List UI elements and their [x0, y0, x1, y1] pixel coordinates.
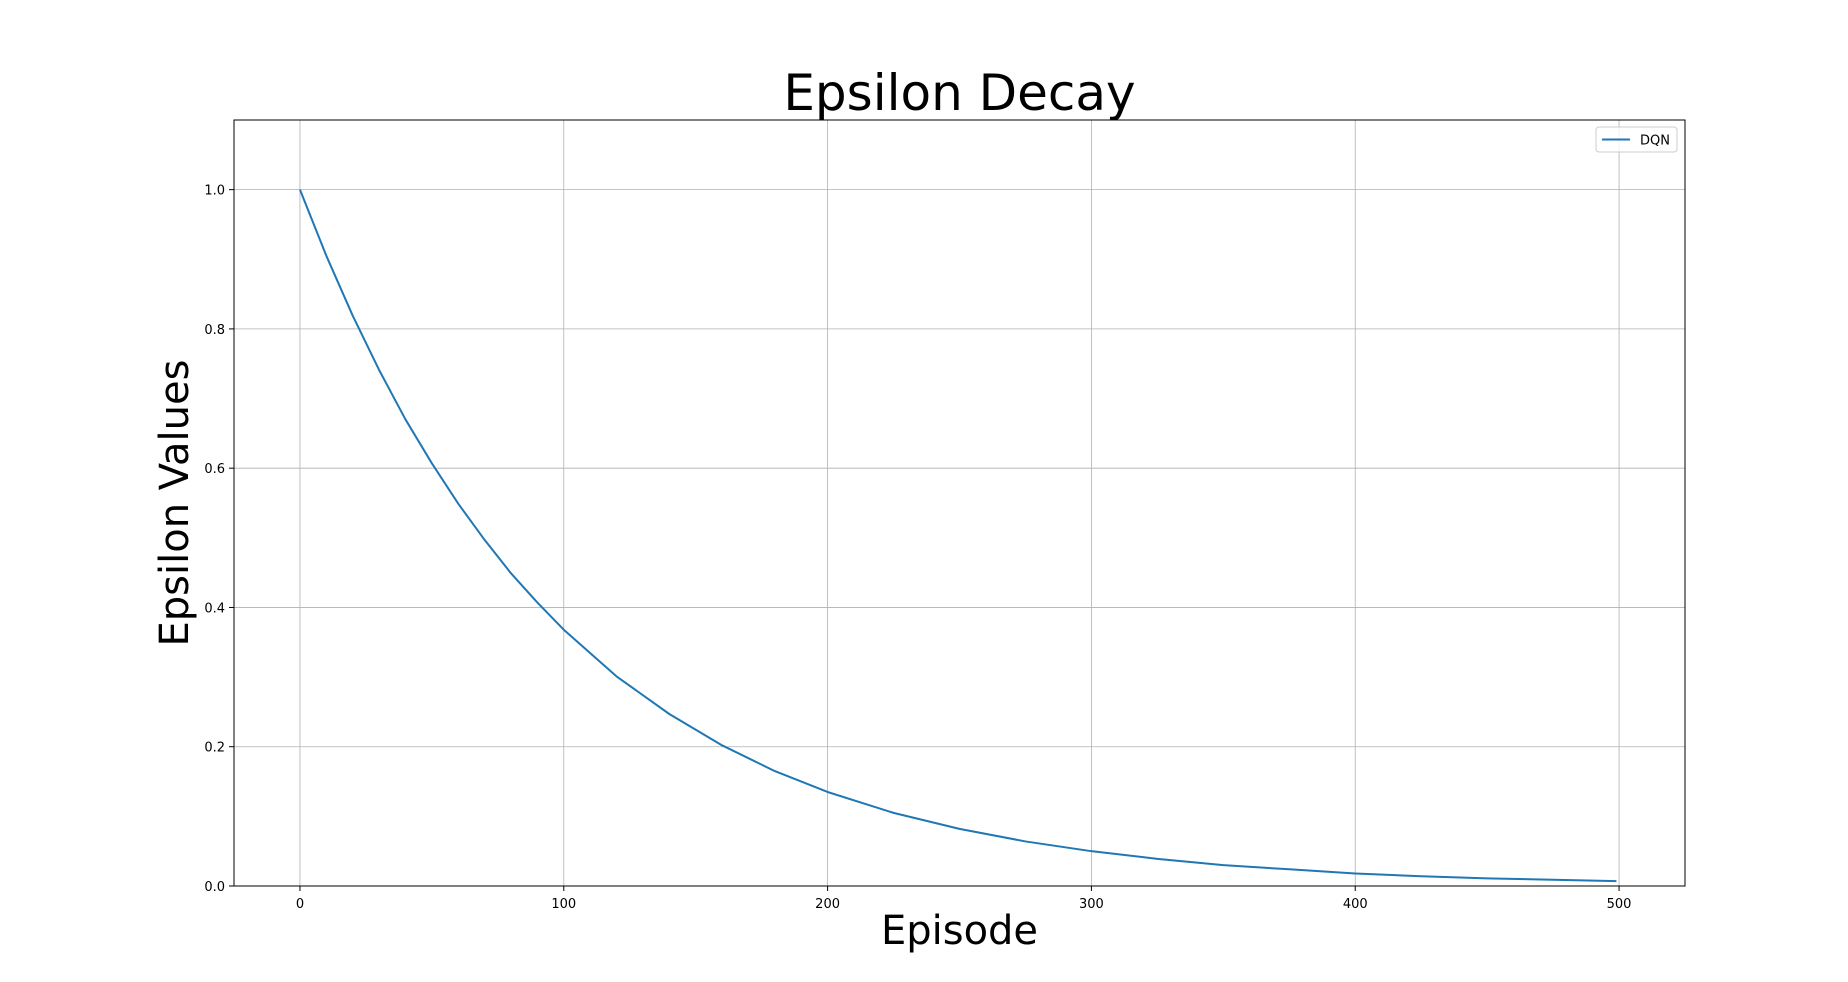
y-axis-label: Epsilon Values: [152, 360, 198, 647]
y-tick-label: 0.2: [204, 741, 225, 756]
x-tick-label: 400: [1343, 897, 1368, 912]
x-tick-label: 200: [815, 897, 840, 912]
y-tick-label: 0.6: [204, 462, 225, 477]
x-tick-label: 0: [296, 897, 304, 912]
series-line-dqn: [299, 189, 1617, 883]
y-tick-label: 1.0: [204, 184, 225, 199]
plot-area-frame: [233, 119, 1686, 887]
x-axis-label: Episode: [881, 908, 1038, 954]
x-tick-label: 100: [551, 897, 576, 912]
y-tick-label: 0.0: [204, 880, 225, 895]
legend: DQN: [1595, 126, 1678, 153]
series-lines: [299, 189, 1617, 883]
y-tick-label: 0.4: [204, 601, 225, 616]
y-tick-label: 0.8: [204, 323, 225, 338]
x-tick-label: 500: [1607, 897, 1632, 912]
legend-box: [1595, 126, 1678, 153]
legend-label-dqn: DQN: [1640, 134, 1670, 149]
chart-title: Epsilon Decay: [783, 64, 1135, 122]
x-tick-label: 300: [1079, 897, 1104, 912]
axis-ticks: 0 100 200 300 400 500 0.0 0.2 0.4 0.6 0.8 1.0: [204, 184, 1631, 912]
